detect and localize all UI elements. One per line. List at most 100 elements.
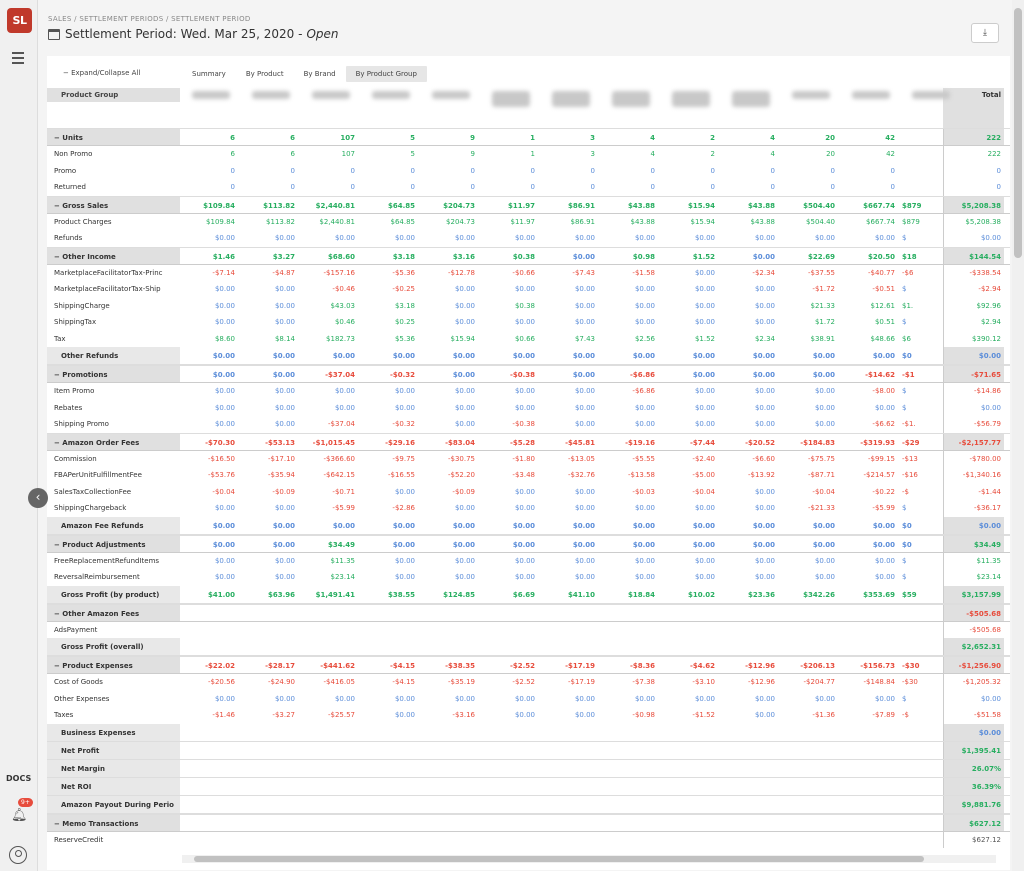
table-cell: $0.00: [274, 403, 295, 412]
table-cell: $504.40: [806, 217, 835, 226]
table-cell: $0.00: [694, 403, 715, 412]
table-cell: $0.00: [454, 301, 475, 310]
table-cell: -$148.84: [863, 678, 895, 686]
column-header-blurred[interactable]: [312, 91, 350, 99]
row-total: 0: [943, 162, 1004, 179]
table-cell: $0.00: [754, 285, 775, 293]
table-cell: 0: [290, 183, 295, 191]
row-label[interactable]: − Product Expenses: [47, 657, 180, 673]
menu-icon[interactable]: [12, 52, 24, 67]
row-label[interactable]: − Amazon Order Fees: [47, 433, 180, 450]
table-cell: -$5.99: [332, 504, 355, 512]
tab-summary[interactable]: Summary: [192, 70, 226, 78]
table-cell: -$25.57: [327, 711, 355, 719]
row-cells: 6 6 107 5 9 1 3 4 2 4 20 42: [180, 146, 943, 163]
row-total: $627.12: [943, 831, 1004, 848]
table-cell: -$21.33: [807, 504, 835, 512]
table-cell: -$441.62: [320, 662, 355, 670]
column-header-blurred[interactable]: [612, 91, 650, 107]
table-cell: -$3.16: [452, 711, 475, 719]
table-cell: $113.82: [263, 201, 295, 210]
row-label[interactable]: − Memo Transactions: [47, 814, 180, 831]
table-cell: 42: [885, 134, 895, 142]
row-total: $0.00: [943, 516, 1004, 534]
column-header-blurred[interactable]: [732, 91, 770, 107]
row-label[interactable]: − Other Amazon Fees: [47, 604, 180, 621]
column-header-blurred[interactable]: [552, 91, 590, 107]
row-total: -$338.54: [943, 264, 1004, 281]
table-cell: $0: [902, 540, 912, 549]
row-label[interactable]: − Other Income: [47, 247, 180, 264]
table-cell: 4: [770, 150, 775, 158]
table-cell: -$0.04: [212, 487, 235, 496]
table-cell: $2,440.81: [319, 217, 355, 226]
vertical-scrollbar[interactable]: [1012, 0, 1024, 871]
scroll-thumb[interactable]: [194, 856, 924, 862]
table-cell: $0.00: [572, 371, 595, 379]
table-cell: $667.74: [866, 217, 895, 226]
table-cell: 0: [470, 183, 475, 191]
table-cell: $3.18: [394, 301, 415, 310]
row-total: 222: [943, 129, 1004, 145]
column-header-blurred[interactable]: [192, 91, 230, 99]
table-cell: -$1.58: [632, 268, 655, 277]
header-product-group[interactable]: Product Group: [47, 88, 180, 102]
column-header-blurred[interactable]: [852, 91, 890, 99]
column-header-blurred[interactable]: [432, 91, 470, 99]
table-cell: $0.00: [514, 487, 535, 496]
download-button[interactable]: ⤓: [971, 23, 999, 43]
column-header-blurred[interactable]: [792, 91, 830, 99]
table-cell: $0.00: [814, 420, 835, 428]
row-label[interactable]: − Promotions: [47, 366, 180, 382]
table-cell: $0.00: [634, 556, 655, 565]
table-cell: $0.00: [572, 352, 595, 360]
row-total: $92.96: [943, 297, 1004, 314]
row-label[interactable]: − Product Adjustments: [47, 535, 180, 552]
table-cell: $0.38: [512, 252, 535, 261]
table-cell: $0.00: [452, 540, 475, 549]
table-cell: $0.00: [514, 556, 535, 565]
column-header-blurred[interactable]: [912, 91, 950, 99]
table-row: MarketplaceFacilitatorTax-Princ -$7.14 -$4…: [47, 264, 1010, 281]
table-cell: $109.84: [206, 217, 235, 226]
table-cell: $: [902, 403, 907, 412]
table-cell: $63.96: [267, 590, 295, 599]
table-cell: -$0.98: [632, 711, 655, 719]
breadcrumb[interactable]: SALES / SETTLEMENT PERIODS / SETTLEMENT …: [48, 15, 251, 23]
horizontal-scrollbar[interactable]: [182, 855, 996, 863]
row-label[interactable]: − Units: [47, 129, 180, 145]
column-header-blurred[interactable]: [372, 91, 410, 99]
column-header-blurred[interactable]: [492, 91, 530, 107]
bell-icon[interactable]: 🔔︎: [11, 808, 28, 823]
table-cell: $0.00: [694, 285, 715, 293]
table-cell: $0.00: [694, 268, 715, 277]
row-cells: $0.00 $0.00 $0.00 $0.00 $0.00 $0.00 $0.00 $0.00…: [180, 230, 943, 247]
row-cells: $0.00 $0.00 $0.00 $0.00 $0.00 $0.00 $0.00 $0.00…: [180, 691, 943, 708]
tab-by-brand[interactable]: By Brand: [303, 70, 336, 78]
user-icon[interactable]: [9, 846, 27, 864]
tab-by-product[interactable]: By Product: [245, 70, 284, 78]
table-cell: $0.00: [514, 387, 535, 395]
table-cell: $0.00: [574, 387, 595, 395]
row-total: $9,881.76: [943, 795, 1004, 813]
table-cell: -$1.52: [692, 711, 715, 719]
table-cell: $353.69: [863, 590, 895, 599]
scroll-thumb[interactable]: [1014, 8, 1022, 258]
table-cell: $0.00: [274, 285, 295, 293]
column-header-blurred[interactable]: [252, 91, 290, 99]
tab-by-product-group[interactable]: By Product Group: [345, 66, 427, 82]
row-label[interactable]: − Gross Sales: [47, 196, 180, 213]
table-row: SalesTaxCollectionFee -$0.04 -$0.09 -$0.71 $…: [47, 483, 1010, 500]
docs-link[interactable]: DOCS: [6, 774, 32, 783]
table-group-row: − Amazon Order Fees -$70.30 -$53.13 -$1,015…: [47, 432, 1010, 451]
app-logo[interactable]: SL: [7, 8, 32, 33]
expand-collapse-all-link[interactable]: − Expand/Collapse All: [63, 69, 141, 77]
table-cell: -$14.62: [865, 371, 895, 379]
table-cell: $0.00: [394, 573, 415, 581]
table-cell: -$204.77: [803, 678, 835, 686]
collapse-sidebar-button[interactable]: ‹: [28, 488, 48, 508]
table-cell: 0: [890, 166, 895, 175]
table-cell: -$7.14: [212, 268, 235, 277]
column-header-blurred[interactable]: [672, 91, 710, 107]
header-total[interactable]: Total: [943, 88, 1004, 128]
